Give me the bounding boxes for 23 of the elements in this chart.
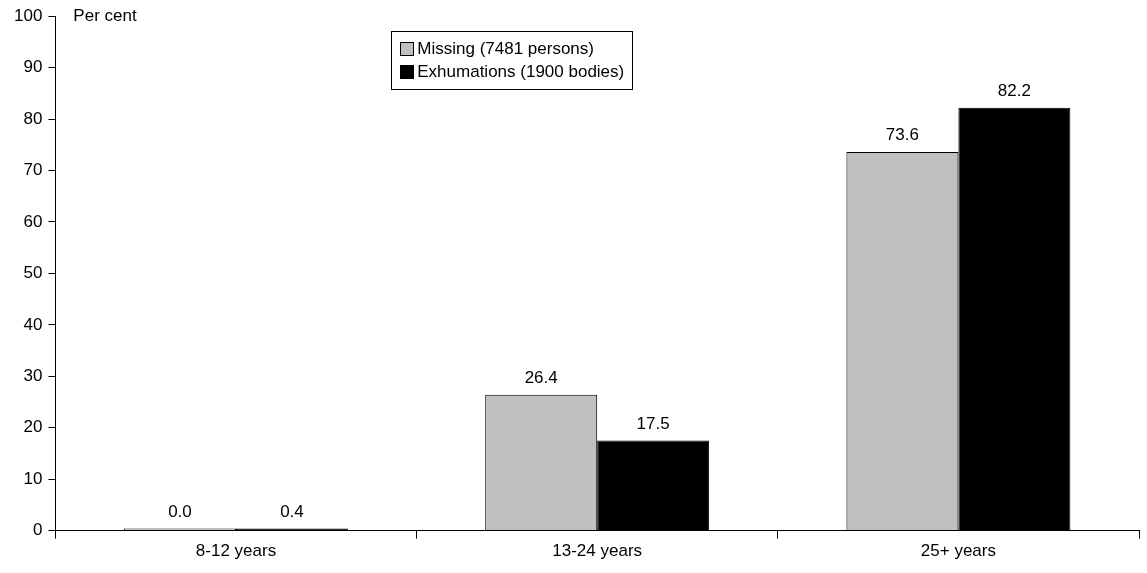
y-tick-label: 40 (23, 314, 43, 334)
y-tick-label: 90 (23, 57, 43, 77)
x-tick-label: 13-24 years (552, 541, 643, 561)
legend-label: Exhumations (1900 bodies) (417, 62, 625, 83)
data-label: 73.6 (885, 125, 919, 145)
y-tick-label: 80 (23, 108, 43, 128)
data-label: 26.4 (524, 367, 558, 387)
y-tick-label: 10 (23, 468, 43, 488)
data-label: 17.5 (636, 413, 670, 433)
y-tick-label: 60 (23, 211, 43, 231)
legend-label: Missing (7481 persons) (417, 39, 594, 60)
y-tick-label: 20 (23, 417, 43, 437)
y-tick-label: 0 (32, 520, 43, 540)
data-label: 0.4 (280, 501, 304, 521)
y-tick-label: 30 (23, 365, 43, 385)
y-tick-label: 50 (23, 263, 43, 283)
y-tick-label: 70 (23, 160, 43, 180)
data-label: 82.2 (997, 80, 1031, 100)
data-label: 0.0 (168, 501, 192, 521)
x-tick-label: 25+ years (920, 541, 996, 561)
y-axis-title: Per cent (73, 6, 137, 26)
x-tick-label: 8-12 years (195, 541, 277, 561)
y-tick-label: 100 (13, 5, 43, 25)
